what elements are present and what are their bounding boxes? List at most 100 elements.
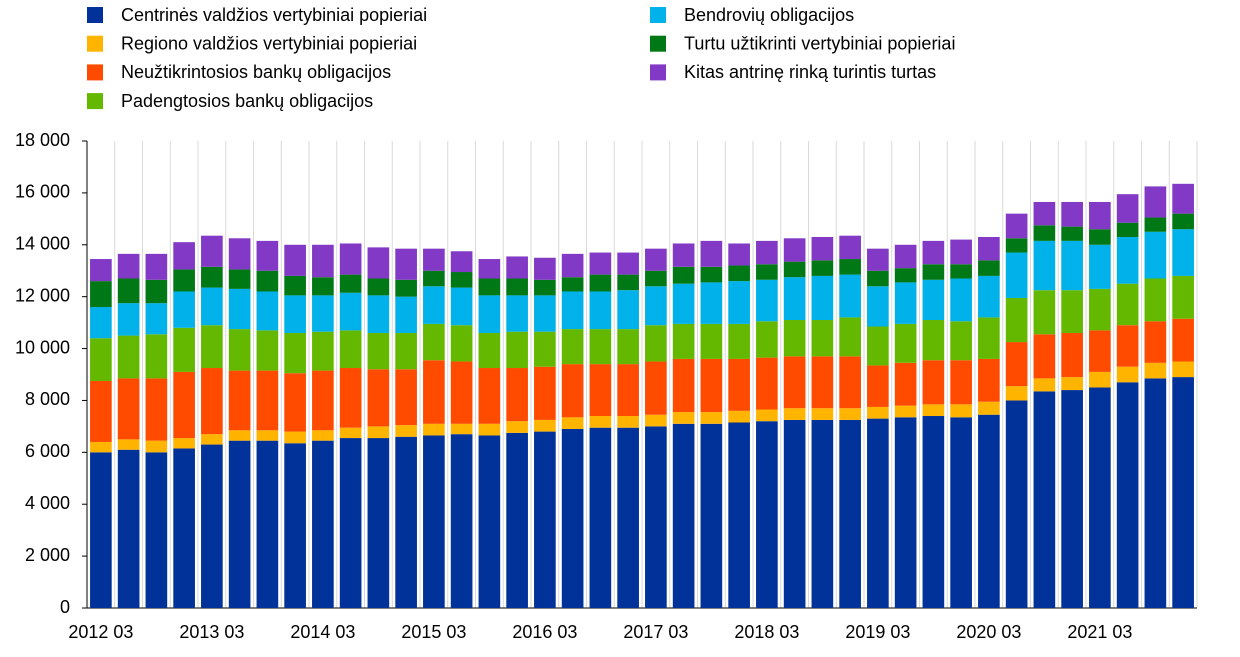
bar-segment	[672, 283, 695, 324]
bar-segment	[645, 426, 667, 608]
bar-segment	[978, 275, 1000, 318]
bar-segment	[561, 329, 584, 365]
bar-segment	[145, 253, 168, 280]
bar-segment	[1089, 288, 1111, 331]
bar-segment	[228, 370, 251, 431]
bar-segment	[894, 405, 917, 418]
legend-swatch	[87, 93, 103, 110]
bar-segment	[145, 378, 168, 441]
bar-segment	[117, 439, 140, 450]
bar-segment	[506, 432, 528, 608]
legend-label: Regiono valdžios vertybiniai popieriai	[121, 33, 417, 53]
bar-segment	[339, 427, 362, 439]
bar-segment	[1061, 240, 1083, 291]
bar-segment	[561, 277, 584, 292]
bar-segment	[589, 329, 612, 365]
bar-segment	[1172, 377, 1194, 608]
bar-segment	[645, 325, 667, 362]
bar-segment	[256, 330, 279, 371]
bar-segment	[645, 270, 667, 287]
bar-segment	[1061, 201, 1083, 227]
bar-segment	[589, 427, 612, 608]
bar-segment	[256, 291, 279, 331]
bar-segment	[728, 422, 750, 608]
bar-segment	[1061, 226, 1083, 241]
bar-segment	[1061, 377, 1083, 391]
bar-segment	[1172, 361, 1194, 378]
bar-segment	[1089, 330, 1111, 372]
bar-segment	[1116, 194, 1139, 223]
bar-segment	[1005, 297, 1028, 343]
bar-segment	[117, 278, 140, 304]
bar-segment	[312, 430, 334, 441]
bar-segment	[783, 419, 806, 608]
bar-segment	[756, 357, 778, 410]
bar-segment	[450, 272, 473, 288]
bar-segment	[672, 358, 695, 413]
bar-segment	[950, 278, 972, 322]
bar-segment	[978, 260, 1000, 276]
bar-segment	[228, 269, 251, 289]
bar-segment	[783, 408, 806, 420]
bar-segment	[1144, 186, 1167, 218]
bar-segment	[839, 259, 861, 275]
bar-segment	[312, 331, 334, 371]
legend-swatch	[650, 64, 666, 81]
bar-segment	[1144, 217, 1167, 232]
bar-segment	[561, 253, 584, 278]
bar-segment	[145, 279, 168, 304]
bar-segment	[617, 290, 639, 330]
legend-swatch	[87, 7, 103, 23]
bar-segment	[395, 436, 417, 608]
bar-segment	[228, 329, 251, 371]
bar-segment	[423, 360, 445, 424]
bar-segment	[450, 423, 473, 435]
bar-segment	[728, 281, 750, 324]
bar-segment	[950, 360, 972, 405]
bar-segment	[561, 291, 584, 330]
bar-segment	[228, 288, 251, 330]
bar-segment	[312, 440, 334, 608]
bar-segment	[339, 438, 362, 608]
y-tick-label: 18 000	[15, 130, 70, 150]
bar-segment	[1089, 229, 1111, 245]
bar-segment	[284, 275, 306, 296]
bar-segment	[395, 296, 417, 333]
bar-segment	[589, 364, 612, 417]
bar-segment	[978, 414, 1000, 608]
bar-segment	[561, 417, 584, 429]
bar-segment	[1033, 334, 1056, 379]
bar-segment	[756, 321, 778, 358]
bar-segment	[117, 378, 140, 440]
bar-segment	[339, 274, 362, 293]
bar-segment	[783, 277, 806, 321]
bar-segment	[978, 358, 1000, 402]
x-tick-label: 2020 03	[956, 622, 1021, 642]
bar-segment	[978, 401, 1000, 415]
bar-segment	[256, 440, 279, 608]
bar-segment	[1033, 225, 1056, 241]
x-tick-label: 2017 03	[623, 622, 688, 642]
bar-segment	[90, 452, 112, 608]
bar-segment	[811, 419, 834, 608]
bar-segment	[950, 417, 972, 608]
bar-segment	[589, 416, 612, 428]
bar-segment	[700, 412, 723, 424]
bar-segment	[922, 264, 945, 280]
x-tick-label: 2016 03	[512, 622, 577, 642]
bar-segment	[145, 334, 168, 379]
bar-segment	[478, 423, 501, 436]
bar-segment	[617, 274, 639, 291]
bar-segment	[367, 426, 390, 439]
bar-segment	[284, 332, 306, 374]
bar-segment	[1089, 244, 1111, 289]
bar-segment	[173, 291, 195, 328]
bar-segment	[922, 240, 945, 265]
bar-segment	[922, 320, 945, 361]
bar-segment	[90, 380, 112, 442]
bar-segment	[534, 331, 556, 367]
legend-label: Turtu užtikrinti vertybiniai popieriai	[684, 33, 955, 53]
bar-segment	[201, 434, 223, 445]
bar-segment	[284, 295, 306, 333]
legend-swatch	[87, 64, 103, 81]
